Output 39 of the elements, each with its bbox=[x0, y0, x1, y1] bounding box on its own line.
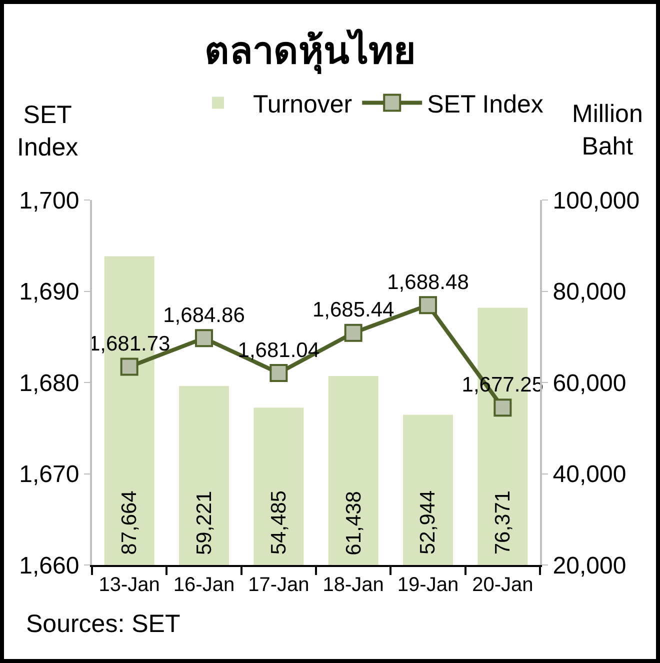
y-tick-label: 1,660 bbox=[19, 552, 80, 580]
point bbox=[419, 296, 437, 314]
y-axis-title: SET Index bbox=[17, 101, 79, 162]
source-note: Sources: SET bbox=[26, 610, 180, 638]
point bbox=[344, 324, 362, 342]
y2-tick-label: 40,000 bbox=[552, 461, 626, 488]
point bbox=[270, 364, 288, 382]
point bbox=[120, 358, 138, 376]
data-label: 76,371 bbox=[492, 490, 515, 555]
y2-tick-label: 20,000 bbox=[552, 552, 626, 580]
x-tick-label: 18-Jan bbox=[322, 574, 384, 596]
data-label: 1,685.44 bbox=[312, 298, 395, 322]
data-label: 87,664 bbox=[118, 490, 141, 555]
y-tick-label: 1,690 bbox=[19, 278, 80, 306]
point bbox=[195, 329, 213, 348]
data-label: 54,485 bbox=[268, 490, 291, 555]
data-label: 52,944 bbox=[416, 490, 440, 554]
y-tick-label: 1,670 bbox=[19, 461, 80, 488]
x-tick-label: 16-Jan bbox=[173, 574, 235, 596]
data-label: 1,688.48 bbox=[387, 270, 469, 294]
data-label: 61,438 bbox=[342, 491, 366, 556]
point bbox=[494, 398, 512, 417]
legend-label: Turnover bbox=[253, 90, 352, 118]
data-label: 59,221 bbox=[193, 490, 216, 555]
y-tick-label: 1,700 bbox=[19, 187, 80, 214]
data-label: 1,684.86 bbox=[163, 304, 245, 327]
x-tick-label: 17-Jan bbox=[248, 574, 310, 596]
legend-label: SET Index bbox=[427, 90, 544, 118]
x-tick-label: 19-Jan bbox=[397, 574, 459, 596]
y2-tick-label: 60,000 bbox=[552, 370, 626, 397]
chart-title: ตลาดหุ้นไทย bbox=[204, 28, 416, 74]
y-tick-label: 1,680 bbox=[19, 370, 80, 397]
y2-tick-label: 100,000 bbox=[552, 187, 640, 214]
x-tick-label: 20-Jan bbox=[472, 574, 534, 596]
y2-tick-label: 80,000 bbox=[552, 278, 626, 306]
data-label: 1,681.73 bbox=[88, 332, 170, 356]
data-label: 1,681.04 bbox=[238, 338, 320, 362]
x-tick-label: 13-Jan bbox=[98, 574, 160, 596]
y2-axis-title: Million Baht bbox=[572, 100, 643, 160]
